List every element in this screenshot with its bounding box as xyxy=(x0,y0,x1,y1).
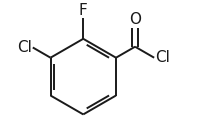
Text: O: O xyxy=(129,12,141,27)
Text: F: F xyxy=(79,3,88,18)
Text: Cl: Cl xyxy=(155,50,170,65)
Text: Cl: Cl xyxy=(17,40,32,55)
